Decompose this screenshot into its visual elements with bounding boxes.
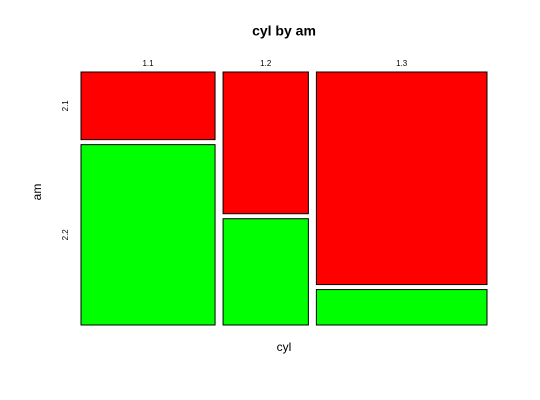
x-axis-label: cyl xyxy=(277,340,292,354)
mosaic-tile xyxy=(315,289,488,326)
row-label: 2.2 xyxy=(61,229,70,241)
row-label: 2.1 xyxy=(61,100,70,112)
column-label: 1.1 xyxy=(142,59,154,68)
mosaic-tile xyxy=(80,144,216,326)
mosaic-tile xyxy=(80,71,216,141)
mosaic-tile xyxy=(222,218,309,326)
mosaic-tile xyxy=(315,71,488,286)
column-label: 1.3 xyxy=(396,59,408,68)
chart-title: cyl by am xyxy=(252,23,316,39)
mosaic-tile xyxy=(222,71,309,215)
column-label: 1.2 xyxy=(260,59,272,68)
y-axis-label: am xyxy=(30,184,44,201)
